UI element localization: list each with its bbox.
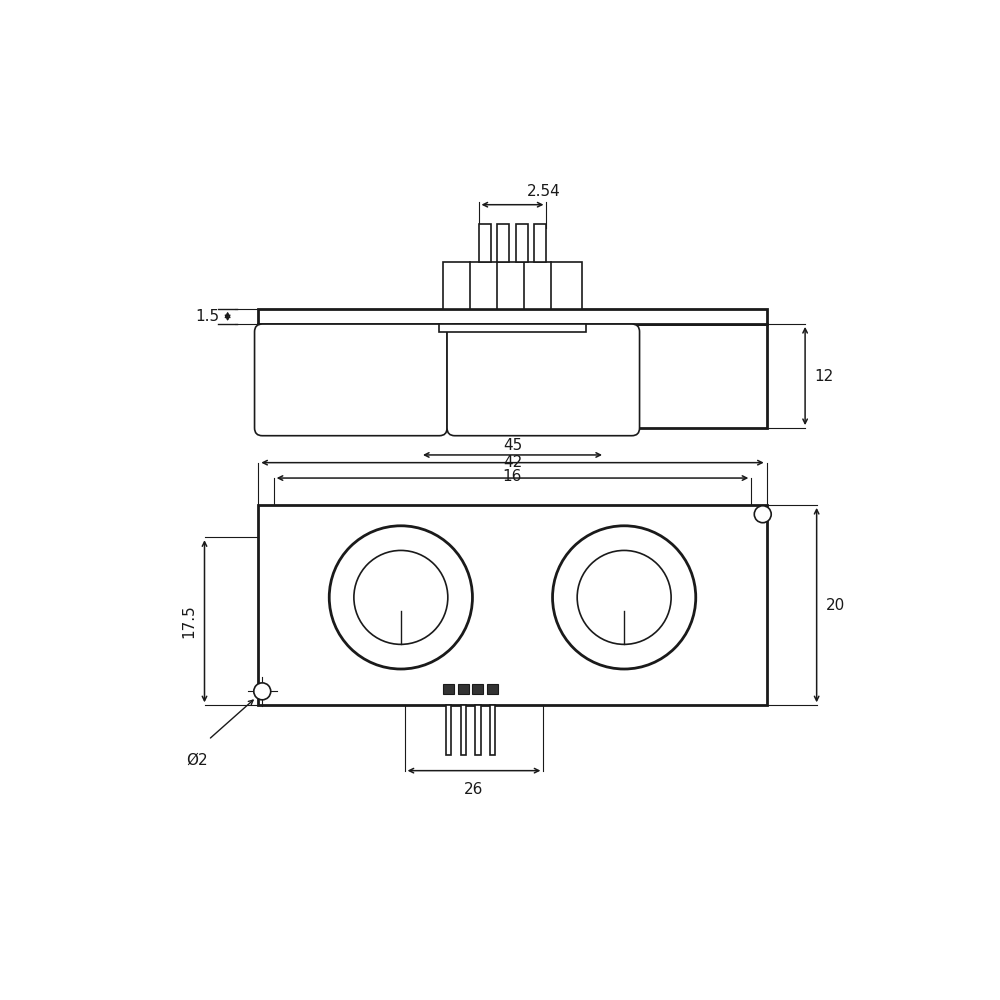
Bar — [258, 324, 767, 428]
Bar — [516, 224, 528, 262]
Bar — [446, 705, 451, 755]
Text: 12: 12 — [814, 369, 834, 384]
Bar — [443, 262, 582, 309]
Circle shape — [553, 526, 696, 669]
Circle shape — [754, 506, 771, 523]
Bar — [479, 224, 491, 262]
Bar — [497, 224, 509, 262]
Text: 20: 20 — [826, 598, 845, 613]
Text: 2.54: 2.54 — [526, 184, 560, 199]
Bar — [487, 684, 498, 694]
Circle shape — [329, 526, 472, 669]
Text: 26: 26 — [464, 782, 484, 797]
Text: 45: 45 — [503, 438, 522, 453]
Text: 16: 16 — [503, 469, 522, 484]
Text: Ø2: Ø2 — [186, 753, 208, 768]
FancyBboxPatch shape — [255, 324, 447, 436]
Bar — [475, 705, 481, 755]
Text: 17.5: 17.5 — [182, 604, 197, 638]
Bar — [439, 324, 586, 332]
Bar — [258, 505, 767, 705]
Bar — [458, 684, 469, 694]
Circle shape — [577, 550, 671, 644]
Circle shape — [354, 550, 448, 644]
Bar — [472, 684, 483, 694]
Text: 1.5: 1.5 — [196, 309, 220, 324]
Text: 42: 42 — [503, 455, 522, 470]
Circle shape — [254, 683, 271, 700]
Bar — [490, 705, 495, 755]
Bar — [258, 309, 767, 324]
Bar — [534, 224, 546, 262]
Bar — [461, 705, 466, 755]
FancyBboxPatch shape — [447, 324, 640, 436]
Bar — [443, 684, 454, 694]
